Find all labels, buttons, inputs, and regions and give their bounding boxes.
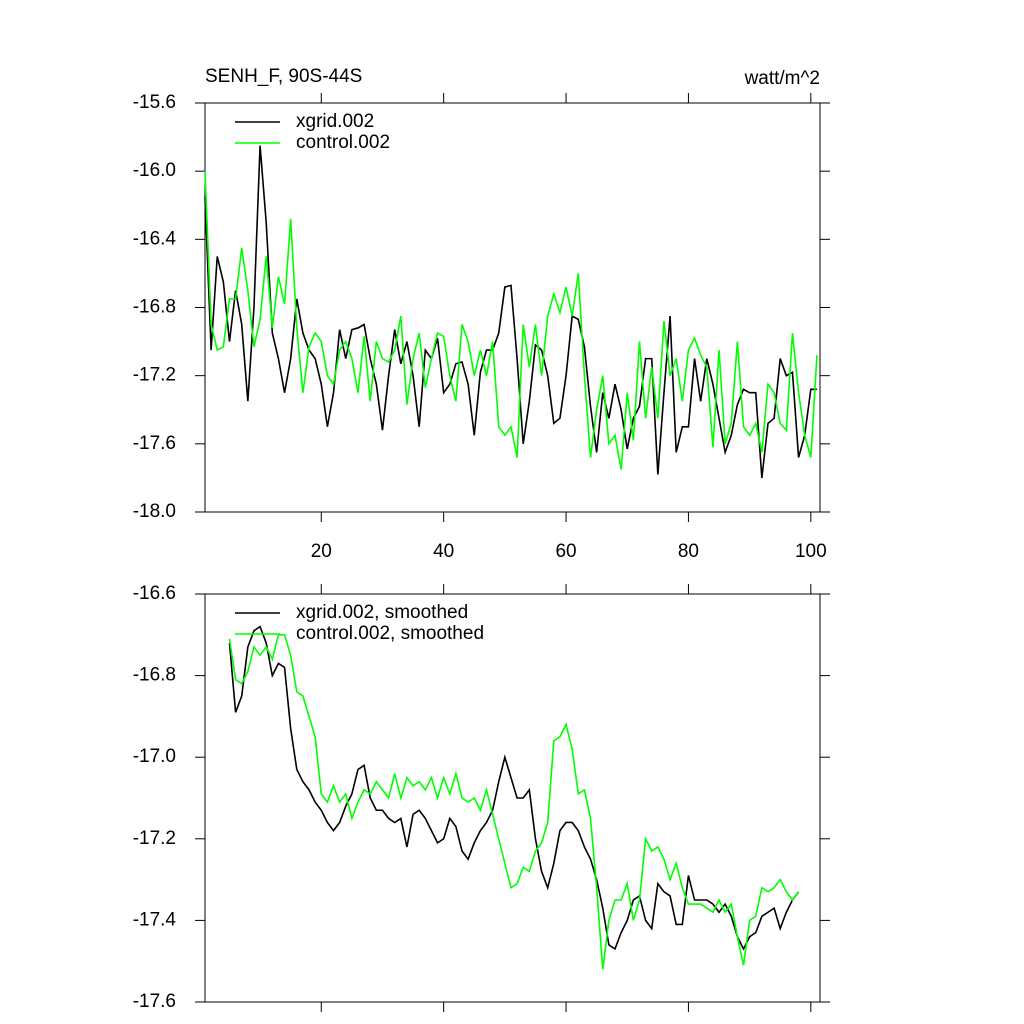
legend-label: xgrid.002, smoothed <box>296 602 468 623</box>
y-tick-label: -17.4 <box>133 909 177 930</box>
chart-title: SENH_F, 90S-44S <box>205 66 362 87</box>
y-tick-label: -17.6 <box>133 433 176 454</box>
x-tick-label: 80 <box>678 541 699 562</box>
series-line <box>228 625 800 951</box>
series-line <box>204 145 817 479</box>
y-tick-label: -18.0 <box>133 501 176 522</box>
y-tick-label: -16.8 <box>133 297 176 318</box>
units-label: watt/m^2 <box>744 68 820 89</box>
y-tick-label: -17.6 <box>133 991 176 1012</box>
y-tick-label: -16.8 <box>133 665 176 686</box>
y-tick-label: -17.0 <box>133 746 176 767</box>
y-tick-label: -16.6 <box>133 583 176 604</box>
x-tick-label: 100 <box>795 541 827 562</box>
series-line <box>204 171 818 470</box>
series-line <box>228 634 800 970</box>
y-tick-label: -17.2 <box>133 365 176 386</box>
legend-label: xgrid.002 <box>296 111 374 132</box>
y-tick-label: -15.6 <box>133 92 176 113</box>
plot-frame <box>204 593 821 1003</box>
legend-label: control.002, smoothed <box>296 623 484 644</box>
y-tick-label: -16.0 <box>133 160 176 181</box>
legend-label: control.002 <box>296 132 390 153</box>
y-tick-label: -16.4 <box>133 228 177 249</box>
x-tick-label: 20 <box>311 541 332 562</box>
x-tick-label: 60 <box>555 541 576 562</box>
x-tick-label: 40 <box>433 541 454 562</box>
y-tick-label: -17.2 <box>133 828 176 849</box>
